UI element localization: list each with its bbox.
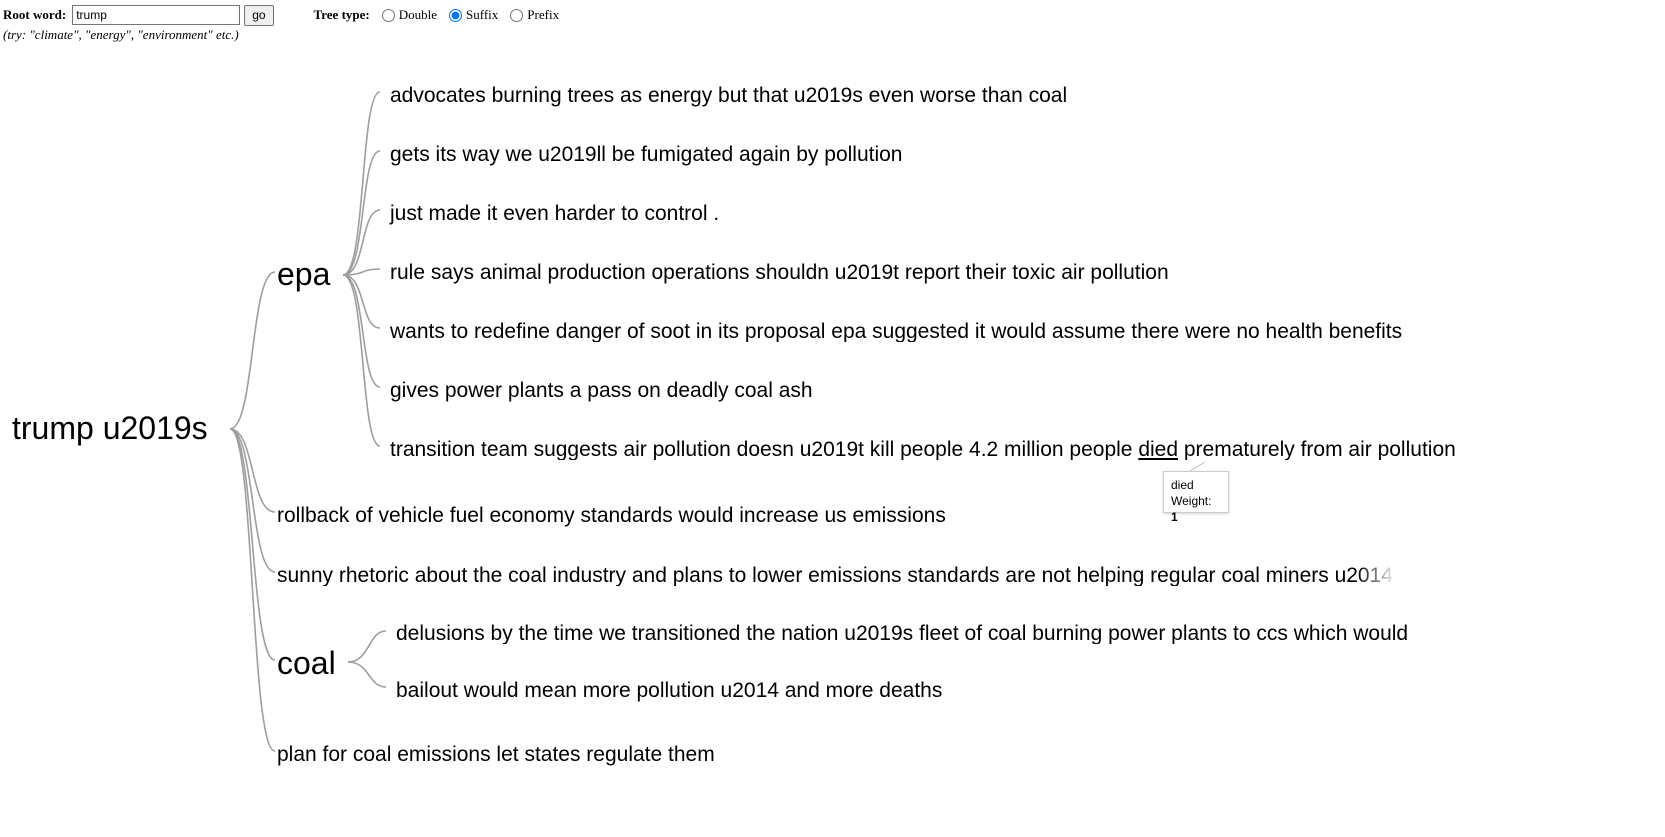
radio-double[interactable]: [381, 8, 395, 22]
branch-epa[interactable]: epa: [277, 256, 331, 292]
tree-type-prefix[interactable]: Prefix: [504, 7, 559, 23]
leaf-epa-just[interactable]: just made it even harder to control .: [390, 202, 720, 225]
radio-suffix[interactable]: [449, 8, 463, 22]
link-root-epa: [229, 271, 276, 430]
leaf-coal-delusions[interactable]: delusions by the time we transitioned th…: [396, 622, 1409, 645]
link-epa-1: [342, 91, 381, 276]
branch-sunny[interactable]: sunny rhetoric about the coal industry a…: [277, 564, 1393, 587]
word-tooltip: died Weight: 1: [1163, 471, 1229, 524]
tree-type-suffix[interactable]: Suffix: [443, 7, 498, 23]
link-epa-6: [342, 274, 381, 388]
leaf-epa-gets[interactable]: gets its way we u2019ll be fumigated aga…: [390, 143, 903, 166]
leaf-epa-wants[interactable]: wants to redefine danger of soot in its …: [390, 320, 1403, 343]
branch-coal[interactable]: coal: [277, 645, 336, 681]
tree-root-node[interactable]: trump u2019s: [12, 410, 208, 446]
branch-plan[interactable]: plan for coal emissions let states regul…: [277, 743, 715, 766]
leaf-epa-rule[interactable]: rule says animal production operations s…: [390, 261, 1169, 284]
leaf-epa-transition[interactable]: transition team suggests air pollution d…: [390, 439, 1456, 460]
tree-type-group: Tree type: Double Suffix Prefix: [314, 7, 566, 23]
tree-type-label: Tree type:: [313, 7, 370, 22]
tooltip-weight-value: 1: [1171, 510, 1178, 524]
go-button[interactable]: go: [244, 4, 274, 26]
radio-prefix-label: Prefix: [527, 7, 560, 22]
link-root-coal: [229, 428, 276, 661]
link-coal-1: [347, 630, 387, 663]
root-word-input[interactable]: [72, 5, 241, 25]
leaf-transition-text: transition team suggests air pollution d…: [390, 438, 1133, 461]
link-epa-2: [342, 150, 381, 276]
tooltip-weight-label: Weight:: [1171, 494, 1212, 508]
leaf-epa-gives[interactable]: gives power plants a pass on deadly coal…: [390, 379, 813, 402]
link-epa-7: [342, 274, 381, 447]
radio-prefix[interactable]: [510, 8, 524, 22]
controls-panel: Root word: go Tree type: Double Suffix P…: [3, 4, 565, 43]
leaf-transition-rest: prematurely from air pollution: [1183, 438, 1456, 461]
leaf-word-died[interactable]: died: [1138, 438, 1179, 461]
link-epa-4: [342, 268, 381, 276]
link-root-plan: [229, 428, 276, 752]
radio-suffix-label: Suffix: [466, 7, 499, 22]
link-epa-5: [342, 274, 381, 329]
hint-text: (try: "climate", "energy", "environment"…: [3, 27, 239, 42]
link-root-sunny: [229, 428, 276, 573]
link-epa-3: [342, 209, 381, 276]
tooltip-pointer: [1189, 461, 1206, 472]
leaf-epa-advocates[interactable]: advocates burning trees as energy but th…: [390, 84, 1068, 107]
tooltip-word: died: [1171, 478, 1194, 492]
tooltip-weight: Weight: 1: [1171, 493, 1221, 525]
link-coal-2: [347, 661, 387, 688]
tree-type-double[interactable]: Double: [376, 7, 437, 23]
link-root-rollback: [229, 428, 276, 513]
branch-rollback[interactable]: rollback of vehicle fuel economy standar…: [277, 504, 946, 527]
leaf-coal-bailout[interactable]: bailout would mean more pollution u2014 …: [396, 679, 943, 702]
root-word-label: Root word:: [3, 7, 67, 22]
controls-row: Root word: go Tree type: Double Suffix P…: [3, 4, 565, 26]
radio-double-label: Double: [398, 7, 438, 22]
